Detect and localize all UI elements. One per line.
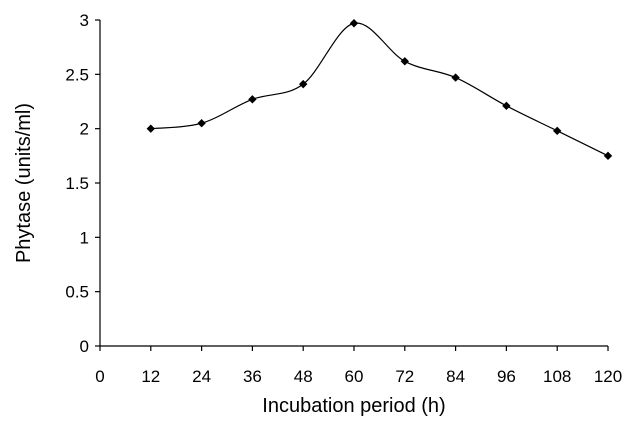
y-axis-title: Phytase (units/ml) xyxy=(13,103,35,263)
data-point xyxy=(248,95,257,104)
y-tick-label: 3 xyxy=(80,11,89,30)
x-tick-label: 96 xyxy=(497,367,516,386)
y-tick-label: 0.5 xyxy=(65,283,89,302)
tick-marks xyxy=(95,19,609,351)
y-tick-label: 2.5 xyxy=(65,65,89,84)
x-tick-label: 72 xyxy=(395,367,414,386)
data-point xyxy=(299,79,308,89)
y-tick-label: 2 xyxy=(80,120,89,139)
x-tick-label: 24 xyxy=(192,367,211,386)
x-tick-label: 120 xyxy=(594,367,622,386)
data-point xyxy=(349,19,359,28)
x-axis-title: Incubation period (h) xyxy=(262,395,445,417)
x-tick-label: 48 xyxy=(294,367,313,386)
x-tick-label: 108 xyxy=(543,367,571,386)
data-point xyxy=(197,119,206,128)
data-point xyxy=(603,151,613,161)
data-point xyxy=(400,57,409,66)
x-tick-label: 60 xyxy=(345,367,364,386)
y-tick-label: 1 xyxy=(80,228,89,247)
y-tick-label: 1.5 xyxy=(65,174,89,193)
x-tick-label: 12 xyxy=(141,367,160,386)
series-line xyxy=(150,22,609,157)
x-tick-label: 84 xyxy=(446,367,465,386)
x-tick-label: 36 xyxy=(243,367,262,386)
x-tick-label: 0 xyxy=(95,367,104,386)
axes xyxy=(99,20,608,347)
data-point xyxy=(146,124,155,133)
data-points xyxy=(146,19,613,161)
data-point xyxy=(502,101,511,111)
data-point xyxy=(553,126,562,136)
data-point xyxy=(451,73,460,82)
y-tick-label: 0 xyxy=(80,337,89,356)
tick-labels: 0 0.5 1 1.5 2 2.5 3 0 12 24 36 48 60 72 84 96 108 120 xyxy=(65,11,622,386)
